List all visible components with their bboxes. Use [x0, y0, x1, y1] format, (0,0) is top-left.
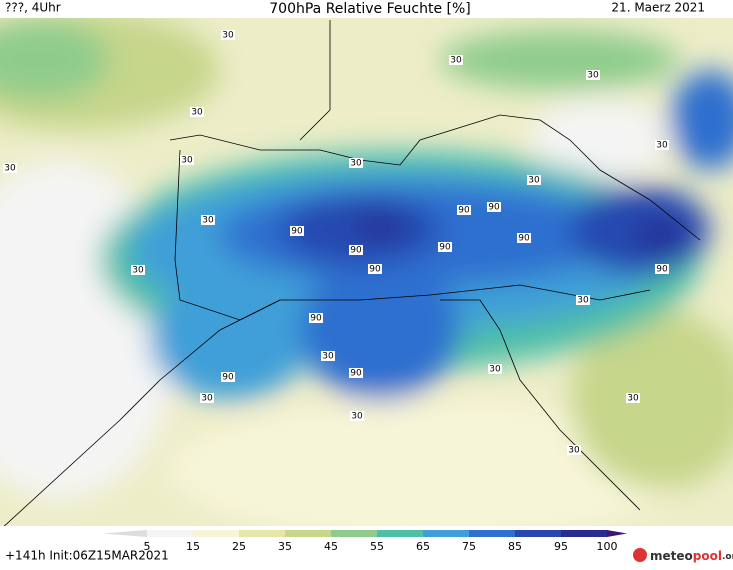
contour-label-bg: [626, 393, 640, 403]
contour-label: 90: [222, 373, 234, 383]
colorbar-band: [193, 530, 239, 537]
contour-label-bg: [349, 245, 363, 255]
colorbar-end: [607, 530, 627, 537]
contour-label: 90: [350, 369, 362, 379]
colorbar-tick-label: 15: [186, 540, 200, 553]
contour-label-bg: [290, 226, 304, 236]
contour-label: 30: [656, 141, 668, 151]
contour-label: 30: [577, 296, 589, 306]
init-time: +141h Init:06Z15MAR2021: [5, 549, 169, 563]
date: 21. Maerz 2021: [611, 1, 705, 15]
contour-label-bg: [438, 242, 452, 252]
map-title: 700hPa Relative Feuchte [%]: [269, 1, 470, 17]
contour-label-bg: [457, 205, 471, 215]
contour-label-bg: [349, 158, 363, 168]
colorbar-band: [239, 530, 285, 537]
contour-label: 30: [191, 108, 203, 118]
contour-label: 90: [458, 206, 470, 216]
contour-label-bg: [576, 295, 590, 305]
contour-label: 90: [350, 246, 362, 256]
logo-part: pool: [693, 549, 722, 563]
contour-label: 90: [439, 243, 451, 253]
contour-label: 90: [310, 314, 322, 324]
map: [0, 18, 733, 526]
contour-label: 90: [291, 227, 303, 237]
logo-part: .org: [722, 552, 733, 562]
contour-label: 30: [568, 446, 580, 456]
colorbar-tick-label: 55: [370, 540, 384, 553]
contour-label-bg: [190, 107, 204, 117]
contour-label-bg: [449, 55, 463, 65]
colorbar-tick-label: 65: [416, 540, 430, 553]
contour-label-bg: [349, 368, 363, 378]
contour-label: 90: [488, 203, 500, 213]
contour-label: 90: [369, 265, 381, 275]
contour-label-bg: [221, 372, 235, 382]
colorbar-tick-label: 45: [324, 540, 338, 553]
contour-label-bg: [201, 215, 215, 225]
contour-label: 30: [450, 56, 462, 66]
contour-label-bg: [131, 265, 145, 275]
colorbar-tick-label: 95: [554, 540, 568, 553]
contour-label-bg: [586, 70, 600, 80]
contour-label: 30: [351, 412, 363, 422]
contour-label-bg: [655, 264, 669, 274]
contour-label: 30: [489, 365, 501, 375]
contour-label: 30: [132, 266, 144, 276]
contour-label: 30: [627, 394, 639, 404]
colorbar-band: [561, 530, 607, 537]
logo-icon: [633, 548, 647, 562]
colorbar-tick-label: 75: [462, 540, 476, 553]
colorbar-band: [285, 530, 331, 537]
contour-label: 30: [587, 71, 599, 81]
contour-label-bg: [487, 202, 501, 212]
contour-label: 90: [518, 234, 530, 244]
contour-label-bg: [309, 313, 323, 323]
contour-label: 90: [656, 265, 668, 275]
colorbar-tick-label: 25: [232, 540, 246, 553]
colorbar-band: [331, 530, 377, 537]
colorbar-band: [469, 530, 515, 537]
contour-label-bg: [200, 393, 214, 403]
colorbar-tick-label: 35: [278, 540, 292, 553]
logo[interactable]: meteopool.org: [650, 549, 733, 563]
contour-label: 30: [4, 164, 16, 174]
contour-label-bg: [350, 411, 364, 421]
colorbar-band: [515, 530, 561, 537]
colorbar-band: [377, 530, 423, 537]
contour-label-bg: [488, 364, 502, 374]
contour-label-bg: [517, 233, 531, 243]
colorbar-tick-label: 85: [508, 540, 522, 553]
contour-label: 30: [528, 176, 540, 186]
contour-label: 30: [201, 394, 213, 404]
logo-part: meteo: [650, 549, 693, 563]
contour-label-bg: [221, 30, 235, 40]
contour-label: 30: [222, 31, 234, 41]
contour-label-bg: [567, 445, 581, 455]
contour-label: 30: [322, 352, 334, 362]
run-info: ???, 4Uhr: [5, 1, 61, 15]
colorbar-tick-label: 100: [597, 540, 618, 553]
contour-label: 30: [181, 156, 193, 166]
contour-label-bg: [3, 163, 17, 173]
colorbar-end: [102, 530, 147, 537]
colorbar-band: [423, 530, 469, 537]
contour-label: 30: [350, 159, 362, 169]
contour-label-bg: [368, 264, 382, 274]
contour-label-bg: [527, 175, 541, 185]
contour-label-bg: [180, 155, 194, 165]
contour-label-bg: [321, 351, 335, 361]
colorbar-band: [147, 530, 193, 537]
contour-label: 30: [202, 216, 214, 226]
contour-label-bg: [655, 140, 669, 150]
colorbar-tick-label: 5: [144, 540, 151, 553]
